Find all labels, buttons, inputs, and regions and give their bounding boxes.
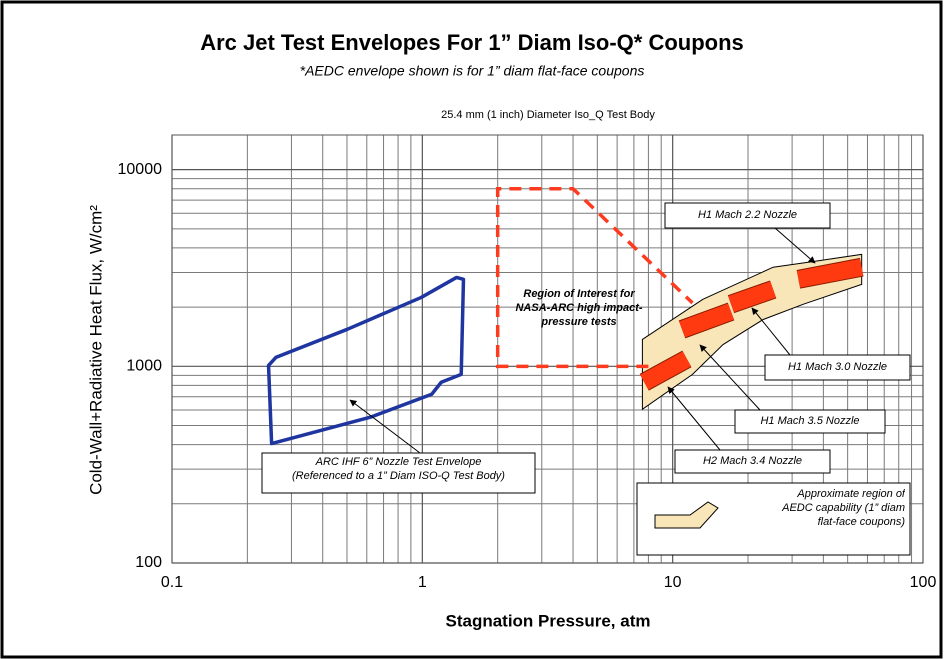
label-holder: H1 Mach 3.5 Nozzle [760, 415, 860, 427]
label-holder: Approximate region of AEDC capability (1… [782, 488, 905, 528]
y-tick-label: 100 [135, 554, 162, 571]
series-label: Region of Interest for NASA-ARC high imp… [515, 288, 643, 328]
series-label: ARC IHF 6” Nozzle Test Envelope (Referen… [292, 456, 505, 482]
label-arrow [349, 399, 421, 454]
y-tick-label: 10000 [118, 161, 163, 178]
series-label: H2 Mach 3.4 Nozzle [702, 455, 803, 467]
label-box [734, 409, 886, 434]
label-box [674, 449, 831, 474]
series-band [679, 303, 734, 338]
series-band [728, 281, 776, 313]
series-label: H1 Mach 3.5 Nozzle [760, 415, 860, 427]
label-holder: H1 Mach 2.2 Nozzle [697, 209, 798, 221]
label-holder: H2 Mach 3.4 Nozzle [702, 455, 803, 467]
x-tick-label: 0.1 [161, 574, 183, 591]
x-axis-label: Stagnation Pressure, atm [445, 611, 650, 630]
x-tick-label: 10 [664, 574, 682, 591]
chart-title: Arc Jet Test Envelopes For 1” Diam Iso-Q… [200, 30, 744, 55]
series-filled [641, 253, 863, 411]
y-axis-label: Cold-Wall+Radiative Heat Flux, W/cm² [86, 205, 105, 495]
x-tick-label: 1 [418, 574, 427, 591]
chart-subtitle: *AEDC envelope shown is for 1” diam flat… [300, 63, 645, 79]
series-band [796, 258, 864, 288]
series-label: H1 Mach 2.2 Nozzle [697, 209, 798, 221]
label-holder: H1 Mach 3.0 Nozzle [787, 361, 888, 373]
label-arrow [667, 386, 721, 451]
label-box [664, 202, 831, 229]
plot-title: 25.4 mm (1 inch) Diameter Iso_Q Test Bod… [441, 109, 655, 121]
series-label: H1 Mach 3.0 Nozzle [787, 361, 888, 373]
label-holder: Region of Interest for NASA-ARC high imp… [515, 288, 643, 328]
series-label: Approximate region of AEDC capability (1… [782, 488, 905, 528]
series-outline [266, 275, 466, 446]
legend-swatch [654, 501, 719, 529]
label-arrow [774, 227, 816, 264]
label-box [261, 452, 536, 494]
label-arrow [751, 307, 791, 356]
label-holder: ARC IHF 6” Nozzle Test Envelope (Referen… [292, 456, 505, 482]
series-band [640, 351, 691, 390]
x-tick-label: 100 [910, 574, 937, 591]
label-arrow [699, 344, 761, 411]
series-dashed [495, 186, 694, 369]
label-box [764, 354, 911, 381]
y-tick-label: 1000 [126, 358, 162, 375]
